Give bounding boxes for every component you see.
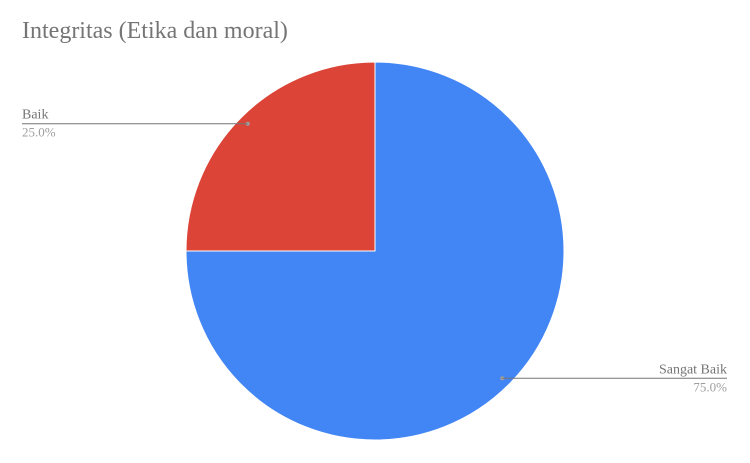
pie-slice-baik[interactable] [185, 61, 376, 252]
pie-slices [185, 61, 565, 441]
slice-percent-baik: 25.0% [22, 125, 56, 140]
slice-label-baik: Baik [22, 108, 48, 123]
slice-percent-sangat-baik: 75.0% [693, 379, 727, 394]
chart-title: Integritas (Etika dan moral) [22, 18, 288, 44]
slice-label-sangat-baik: Sangat Baik [659, 362, 727, 377]
pie-slice-sangat-baik[interactable] [185, 61, 565, 441]
leader-lines [22, 121, 727, 381]
